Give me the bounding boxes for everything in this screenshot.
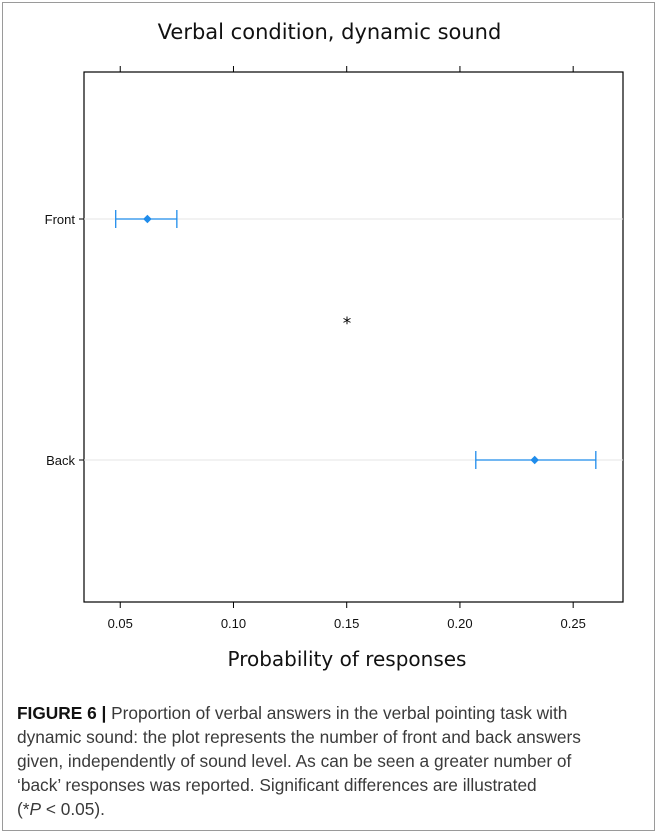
chart-title: Verbal condition, dynamic sound	[157, 20, 502, 44]
x-tick-label: 0.25	[561, 616, 586, 631]
y-tick-label-front: Front	[45, 212, 76, 227]
x-tick-label: 0.05	[108, 616, 133, 631]
caption-line-5-pre: (*	[17, 799, 30, 819]
caption-line-1: Proportion of verbal answers in the verb…	[106, 703, 568, 723]
x-tick-label: 0.15	[334, 616, 359, 631]
figure-caption: FIGURE 6 | Proportion of verbal answers …	[17, 701, 642, 821]
caption-p-symbol: P	[29, 799, 42, 819]
y-tick-label-back: Back	[46, 453, 75, 468]
caption-line-4: ‘back’ responses was reported. Significa…	[17, 775, 537, 795]
caption-line-5-post: < 0.05).	[41, 799, 105, 819]
caption-line-3: given, independently of sound level. As …	[17, 751, 572, 771]
caption-figure-label: FIGURE 6 |	[17, 703, 107, 723]
plot-area: * Probability of responses Front Back 0.05…	[45, 66, 624, 671]
point-estimate-back	[530, 455, 539, 465]
axis-ticks	[79, 66, 574, 608]
caption-line-2: dynamic sound: the plot represents the n…	[17, 727, 581, 747]
significance-asterisk: *	[343, 314, 352, 334]
x-tick-label: 0.20	[447, 616, 472, 631]
point-estimate-front	[143, 214, 152, 224]
error-bars	[115, 210, 597, 469]
gridlines	[84, 218, 623, 461]
plot-border	[83, 71, 624, 603]
x-tick-label: 0.10	[221, 616, 246, 631]
x-axis-label: Probability of responses	[228, 647, 467, 671]
